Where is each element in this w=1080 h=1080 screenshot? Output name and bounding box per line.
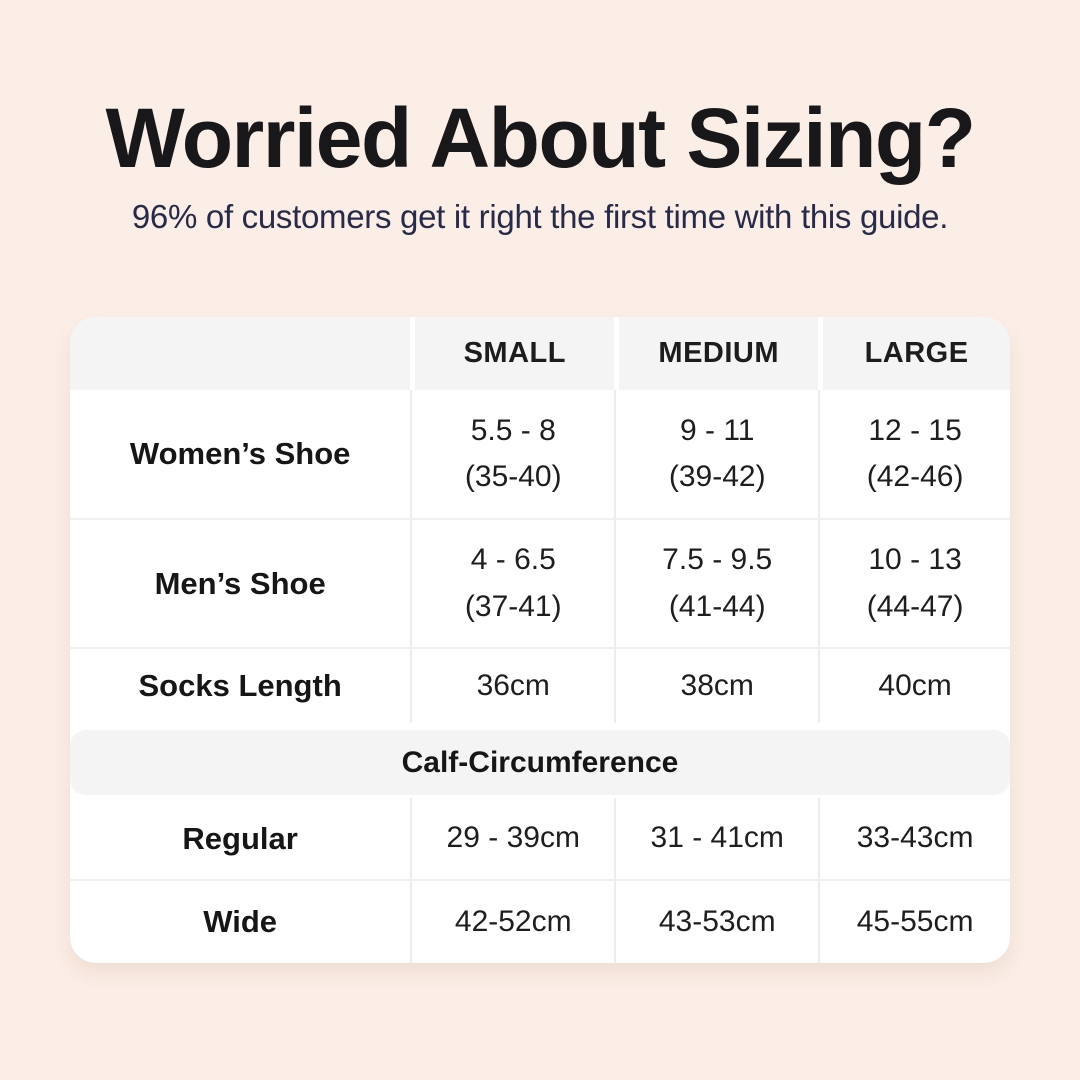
cell-regular-small: 29 - 39cm (410, 798, 614, 879)
cell-socks-length-medium: 38cm (614, 649, 818, 723)
size-table: SMALL MEDIUM LARGE Women’s Shoe 5.5 - 8 … (70, 317, 1010, 963)
section-header-label: Calf-Circumference (401, 745, 679, 779)
table-row-socks-length: Socks Length 36cm 38cm 40cm (70, 647, 1010, 723)
table-row-wide: Wide 42-52cm 43-53cm 45-55cm (70, 879, 1010, 963)
cell-value-sub: (39-42) (668, 460, 766, 493)
cell-value-sub: (44-47) (866, 589, 964, 623)
cell-value: 9 - 11 (679, 413, 755, 447)
row-label-regular: Regular (182, 820, 298, 856)
cell-value-sub: (37-41) (464, 589, 562, 623)
corner-cell (70, 317, 410, 390)
cell-regular-large: 33-43cm (818, 798, 1010, 879)
cell-womens-shoe-medium: 9 - 11 (39-42) (614, 390, 818, 518)
cell-mens-shoe-large: 10 - 13 (44-47) (818, 520, 1010, 647)
cell-womens-shoe-small: 5.5 - 8 (35-40) (410, 390, 614, 518)
page-header: Worried About Sizing? 96% of customers g… (0, 0, 1080, 236)
cell-value: 12 - 15 (868, 413, 962, 447)
cell-socks-length-small: 36cm (410, 649, 614, 723)
row-label-womens-shoe: Women’s Shoe (129, 436, 351, 471)
cell-value: 5.5 - 8 (470, 413, 556, 447)
section-header-calf-circumference: Calf-Circumference (70, 730, 1010, 795)
cell-socks-length-large: 40cm (818, 649, 1010, 723)
cell-value: 7.5 - 9.5 (662, 543, 773, 576)
cell-value-sub: (42-46) (866, 460, 964, 493)
table-row-regular: Regular 29 - 39cm 31 - 41cm 33-43cm (70, 798, 1010, 879)
cell-womens-shoe-large: 12 - 15 (42-46) (818, 390, 1010, 518)
row-label-socks-length: Socks Length (138, 668, 342, 703)
cell-mens-shoe-medium: 7.5 - 9.5 (41-44) (614, 520, 818, 647)
cell-value-sub: (35-40) (464, 460, 562, 493)
table-row-womens-shoe: Women’s Shoe 5.5 - 8 (35-40) 9 - 11 (39-… (70, 390, 1010, 518)
cell-value-sub: (41-44) (668, 589, 766, 623)
row-label-wide: Wide (203, 904, 278, 939)
col-header-small: SMALL (410, 317, 614, 390)
row-label-mens-shoe: Men’s Shoe (154, 565, 326, 601)
cell-wide-medium: 43-53cm (614, 881, 818, 963)
cell-value: 10 - 13 (868, 543, 962, 576)
page-title: Worried About Sizing? (105, 91, 976, 185)
cell-mens-shoe-small: 4 - 6.5 (37-41) (410, 520, 614, 647)
col-header-large: LARGE (818, 317, 1010, 390)
table-row-mens-shoe: Men’s Shoe 4 - 6.5 (37-41) 7.5 - 9.5 (41… (70, 518, 1010, 647)
cell-wide-large: 45-55cm (818, 881, 1010, 963)
col-header-medium: MEDIUM (614, 317, 818, 390)
cell-regular-medium: 31 - 41cm (614, 798, 818, 879)
cell-value: 4 - 6.5 (470, 543, 556, 576)
table-header-row: SMALL MEDIUM LARGE (70, 317, 1010, 390)
cell-wide-small: 42-52cm (410, 881, 614, 963)
page-subtitle: 96% of customers get it right the first … (131, 198, 949, 236)
